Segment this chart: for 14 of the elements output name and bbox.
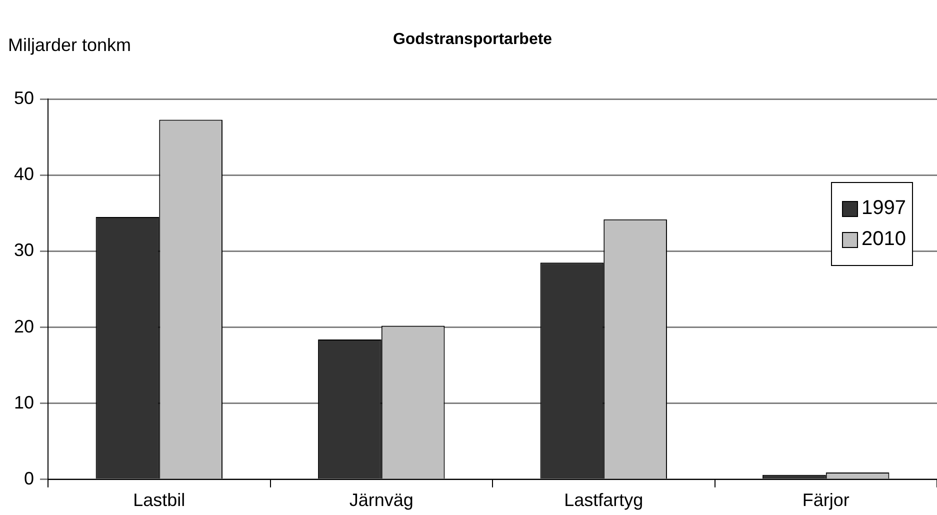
y-tick-label: 20 <box>14 316 34 336</box>
chart-title: Godstransportarbete <box>392 31 552 48</box>
x-tick-label: Järnväg <box>349 490 414 510</box>
y-tick-label: 10 <box>14 392 34 412</box>
y-tick-label: 30 <box>14 240 34 260</box>
legend-label: 2010 <box>862 228 906 251</box>
y-tick-label: 50 <box>14 88 34 108</box>
y-tick-label: 0 <box>24 468 34 488</box>
y-tick-label: 40 <box>14 164 34 184</box>
y-axis-title: Miljarder tonkm <box>8 34 132 55</box>
x-tick-label: Lastfartyg <box>564 490 644 510</box>
x-tick-label: Lastbil <box>133 490 186 510</box>
x-tick-label: Färjor <box>802 490 850 510</box>
legend-label: 1997 <box>862 197 906 220</box>
